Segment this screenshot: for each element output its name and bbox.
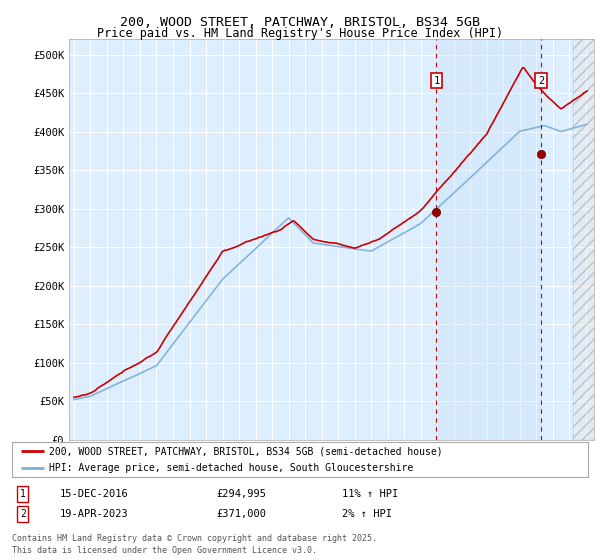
Text: 1: 1 xyxy=(20,489,26,499)
Text: 2: 2 xyxy=(538,76,544,86)
Text: HPI: Average price, semi-detached house, South Gloucestershire: HPI: Average price, semi-detached house,… xyxy=(49,463,413,473)
Text: 2% ↑ HPI: 2% ↑ HPI xyxy=(342,509,392,519)
Bar xyxy=(572,39,600,440)
Text: 15-DEC-2016: 15-DEC-2016 xyxy=(60,489,129,499)
Bar xyxy=(436,39,541,440)
Text: Contains HM Land Registry data © Crown copyright and database right 2025.
This d: Contains HM Land Registry data © Crown c… xyxy=(12,534,377,555)
Text: 11% ↑ HPI: 11% ↑ HPI xyxy=(342,489,398,499)
Text: £294,995: £294,995 xyxy=(216,489,266,499)
Text: 200, WOOD STREET, PATCHWAY, BRISTOL, BS34 5GB (semi-detached house): 200, WOOD STREET, PATCHWAY, BRISTOL, BS3… xyxy=(49,446,443,456)
Bar xyxy=(572,39,600,440)
Text: 19-APR-2023: 19-APR-2023 xyxy=(60,509,129,519)
Text: 2: 2 xyxy=(20,509,26,519)
Text: 1: 1 xyxy=(433,76,440,86)
Text: Price paid vs. HM Land Registry's House Price Index (HPI): Price paid vs. HM Land Registry's House … xyxy=(97,27,503,40)
Bar xyxy=(572,39,600,440)
Text: £371,000: £371,000 xyxy=(216,509,266,519)
Text: 200, WOOD STREET, PATCHWAY, BRISTOL, BS34 5GB: 200, WOOD STREET, PATCHWAY, BRISTOL, BS3… xyxy=(120,16,480,29)
